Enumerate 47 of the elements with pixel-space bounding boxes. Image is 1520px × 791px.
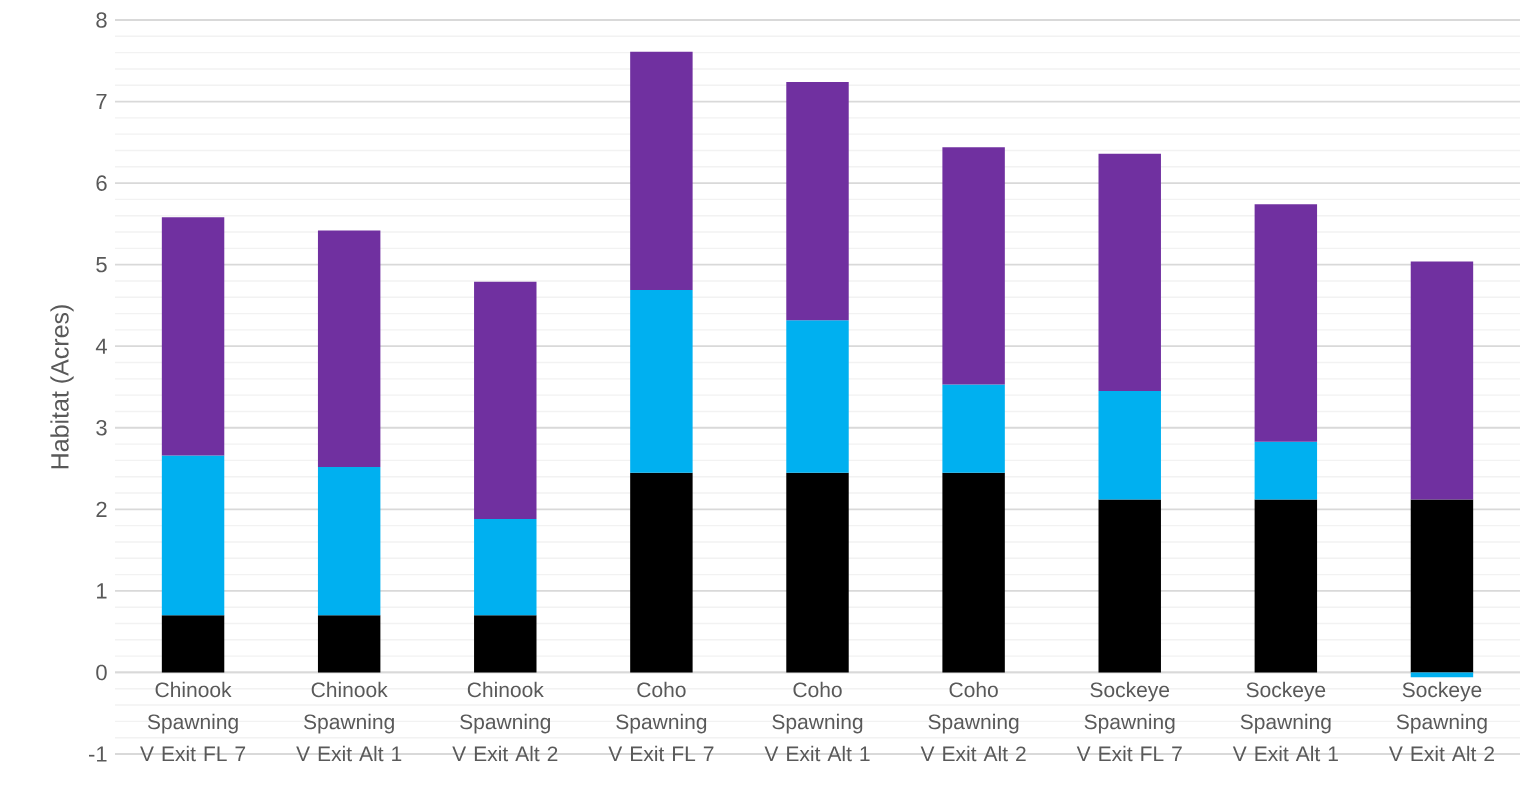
bar	[474, 281, 537, 520]
bar	[942, 147, 1005, 385]
bar	[786, 320, 849, 473]
bar	[161, 455, 225, 616]
y-axis-title: Habitat (Acres)	[50, 305, 74, 469]
bar	[1254, 499, 1318, 673]
bar	[161, 615, 225, 673]
y-tick-label: 8	[96, 12, 107, 28]
bar	[630, 472, 693, 673]
y-tick-label: 5	[96, 257, 107, 273]
bar	[1098, 153, 1161, 392]
x-tick-label: Coho Spawning V Exit Alt 1	[764, 681, 870, 762]
x-tick-label: Sockeye Spawning V Exit FL 7	[1076, 681, 1182, 762]
y-tick-label: 1	[97, 583, 107, 599]
bar	[1098, 499, 1161, 673]
bar	[474, 519, 537, 616]
bar	[942, 472, 1005, 673]
bar	[1098, 391, 1161, 500]
y-tick-label: 7	[96, 94, 107, 110]
x-tick-label: Chinook Spawning V Exit Alt 1	[296, 681, 402, 762]
x-tick-label: Sockeye Spawning V Exit Alt 1	[1232, 681, 1338, 762]
bar	[317, 615, 381, 673]
bar	[942, 384, 1005, 473]
bar	[1410, 672, 1474, 678]
bar	[1410, 261, 1474, 500]
y-tick-label: 4	[95, 338, 107, 354]
y-tick-label: -1	[89, 746, 107, 762]
bar	[317, 466, 381, 616]
bar	[161, 217, 225, 456]
y-tick-label: 6	[96, 175, 107, 191]
bar	[474, 615, 537, 673]
bar	[1254, 204, 1318, 442]
x-tick-label: Chinook Spawning V Exit Alt 2	[452, 681, 558, 762]
x-tick-label: Coho Spawning V Exit Alt 2	[920, 681, 1026, 762]
x-tick-label: Chinook Spawning V Exit FL 7	[140, 681, 246, 762]
bar	[630, 289, 693, 473]
y-tick-label: 0	[96, 664, 107, 681]
y-tick-label: 3	[96, 419, 107, 436]
x-tick-label: Coho Spawning V Exit FL 7	[608, 681, 714, 762]
bar	[786, 81, 849, 321]
bar	[630, 51, 693, 290]
bar	[317, 230, 381, 467]
bar	[786, 472, 849, 673]
x-tick-label: Sockeye Spawning V Exit Alt 2	[1388, 681, 1494, 762]
bar	[1254, 441, 1318, 500]
y-tick-label: 2	[96, 501, 107, 518]
bar	[1410, 499, 1474, 673]
